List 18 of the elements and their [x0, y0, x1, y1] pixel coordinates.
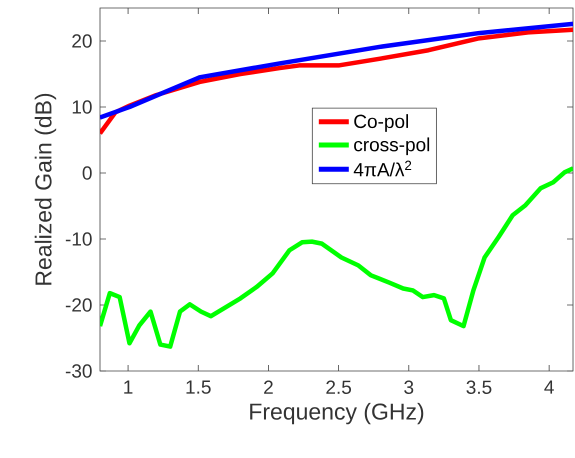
- x-tick-label: 2: [264, 380, 273, 394]
- y-tick-label: -10: [66, 232, 92, 246]
- x-tick-label: 1: [124, 380, 132, 394]
- y-tick-label: -30: [66, 364, 92, 378]
- legend-label: 4πA/λ$^{2}$: [354, 160, 412, 176]
- legend-label: Co-pol: [354, 114, 408, 132]
- x-axis-title: Frequency (GHz): [250, 402, 424, 424]
- x-tick-label: 1.5: [186, 380, 211, 394]
- y-tick-label: 20: [72, 34, 92, 48]
- y-axis-title: Realized Gain (dB): [34, 94, 56, 285]
- y-tick-label: -20: [66, 298, 92, 312]
- x-tick-label: 3: [404, 380, 414, 394]
- x-tick-label: 4: [544, 380, 554, 394]
- x-tick-label: 2.5: [326, 380, 352, 394]
- x-tick-label: 3.5: [466, 380, 492, 394]
- y-tick-label: 0: [82, 166, 92, 180]
- y-tick-label: 10: [72, 100, 92, 114]
- legend-label: cross-pol: [354, 137, 430, 156]
